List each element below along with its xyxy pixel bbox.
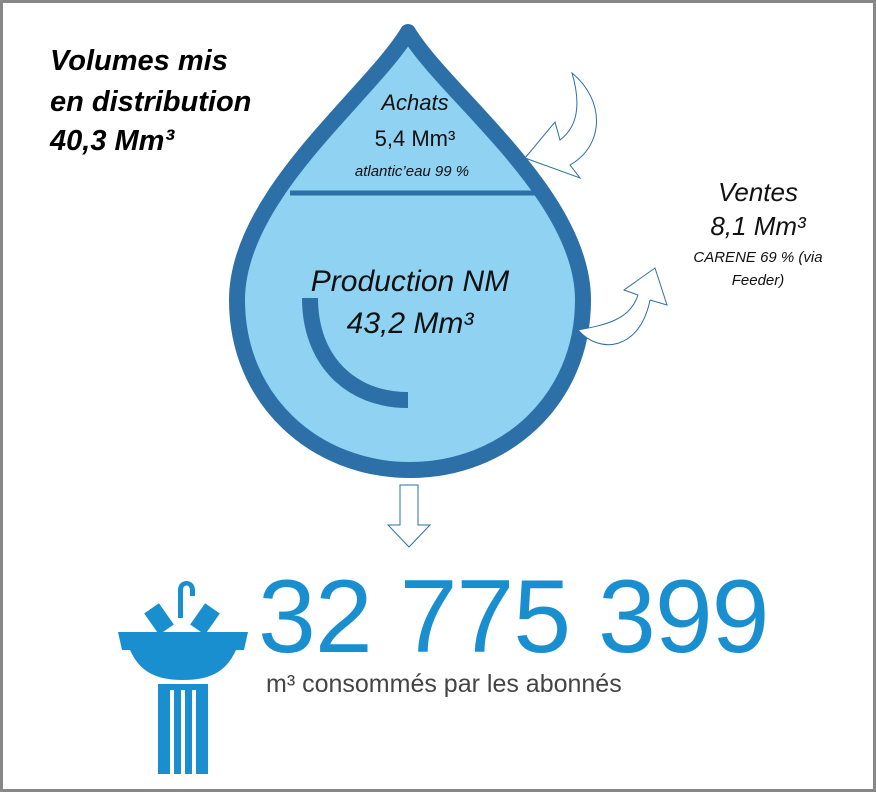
production-volume: 43,2 Mm³ — [347, 307, 475, 340]
sales-label: Ventes — [718, 177, 798, 207]
header-line: 40,3 Mm³ — [49, 125, 175, 157]
purchases-volume: 5,4 Mm³ — [375, 126, 456, 151]
consumption-value: 32 775 399 — [258, 559, 769, 675]
purchases-label: Achats — [379, 90, 448, 115]
in-arrow — [524, 71, 597, 180]
consumption-caption: m³ consommés par les abonnés — [266, 670, 622, 698]
sink-icon — [118, 581, 248, 774]
purchases-detail: atlantic’eau 99 % — [355, 163, 469, 180]
header-line: Volumes mis — [50, 45, 228, 77]
out-arrow — [577, 267, 668, 346]
sales-detail: Feeder) — [732, 272, 785, 289]
down-arrow — [386, 484, 432, 548]
sales-volume: 8,1 Mm³ — [710, 211, 807, 241]
inner-arc — [302, 297, 409, 408]
sales-detail: CARENE 69 % (via — [693, 249, 822, 266]
header-line: en distribution — [50, 86, 251, 118]
production-label: Production NM — [311, 265, 509, 298]
